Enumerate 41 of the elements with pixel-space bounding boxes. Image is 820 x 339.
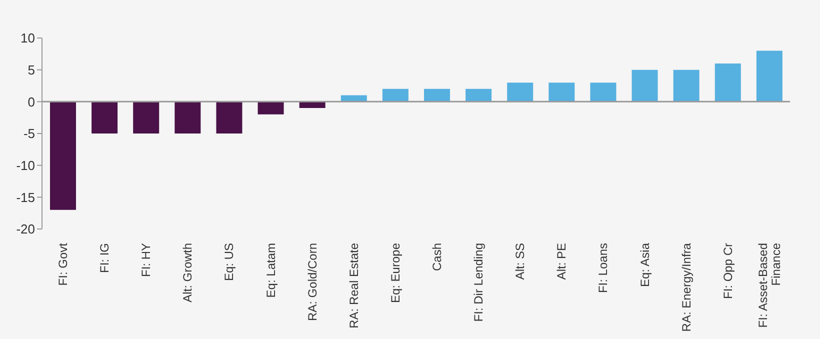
y-tick-label: 10 — [20, 30, 35, 46]
y-tick-label: -20 — [16, 222, 35, 237]
x-tick-label: FI: Asset-Based Finance — [756, 242, 784, 328]
bar — [216, 102, 242, 134]
bar — [424, 88, 450, 102]
bar — [466, 88, 492, 102]
bar — [632, 70, 658, 102]
x-tick-label: Alt: SS — [513, 243, 528, 280]
bar — [548, 82, 575, 102]
x-tick-label: FI: IG — [98, 243, 112, 273]
bar — [673, 70, 700, 102]
bar — [714, 63, 741, 102]
y-tick-label: -10 — [16, 158, 35, 173]
x-tick-label: Alt: PE — [554, 243, 569, 280]
x-tick-label: Eq: Latam — [264, 243, 278, 298]
x-tick-label: RA: Energy/Infra — [679, 242, 694, 332]
x-tick-label: Eq: Asia — [638, 242, 652, 288]
x-tick-label: FI: Opp Cr — [720, 243, 735, 300]
x-tick-label: FI: Dir Lending — [472, 243, 486, 322]
bar — [756, 50, 782, 102]
x-tick-label: RA: Real Estate — [346, 242, 361, 328]
bar — [50, 102, 76, 210]
x-tick-label: Cash — [430, 243, 444, 272]
x-tick-label: FI: Loans — [596, 243, 610, 294]
bar — [507, 82, 534, 102]
x-tick-label: Alt: Growth — [180, 243, 195, 302]
bar — [133, 102, 160, 134]
bar — [92, 102, 118, 134]
y-tick-label: -15 — [16, 190, 35, 205]
x-tick-label: Eq: Europe — [388, 242, 402, 304]
bar — [258, 102, 284, 114]
x-tick-label: RA: Gold/Corn — [305, 243, 320, 322]
y-tick-label: 5 — [28, 62, 35, 78]
bar — [590, 82, 616, 102]
x-tick-label: FI: Govt — [56, 242, 70, 286]
bar — [174, 102, 201, 134]
x-tick-label: Eq: US — [222, 243, 236, 282]
y-tick-label: -5 — [23, 126, 35, 142]
bar — [382, 88, 408, 102]
x-tick-label: FI: HY — [139, 243, 154, 278]
y-tick-label: 0 — [28, 94, 35, 110]
